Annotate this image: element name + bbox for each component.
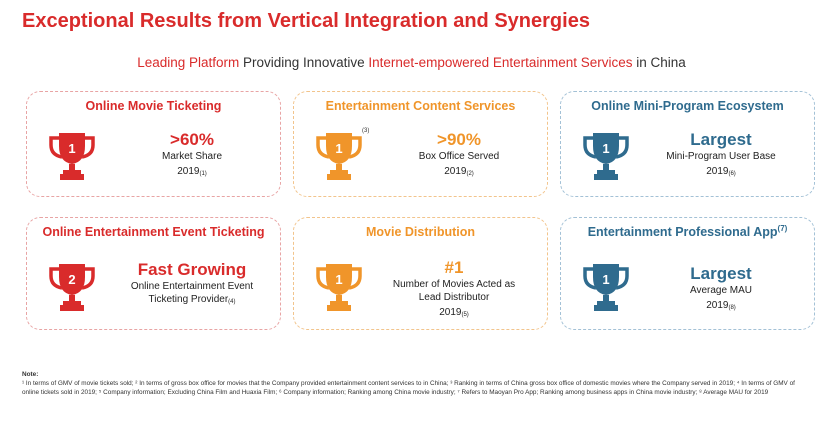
stat-year: 2019(5) — [439, 307, 469, 318]
card-stat: #1 Number of Movies Acted as Lead Distri… — [374, 258, 534, 321]
note-label: Note: — [22, 371, 39, 378]
footnote-block: Note: ¹ In terms of GMV of movie tickets… — [22, 370, 807, 397]
subtitle-part1: Leading Platform — [137, 55, 240, 70]
card-online-movie-ticketing: Online Movie Ticketing 1 >60% Market Sha… — [26, 91, 281, 197]
stat-value: Largest — [690, 130, 752, 149]
note-text: ¹ In terms of GMV of movie tickets sold;… — [22, 380, 795, 396]
card-title: Entertainment Professional App(7) — [587, 223, 788, 239]
card-title: Online Entertainment Event Ticketing — [42, 225, 265, 239]
trophy-icon: 1 — [316, 264, 362, 311]
trophy-icon: 1 — [583, 264, 629, 311]
trophy-icon: 1 — [316, 133, 362, 180]
rank-number: 1 — [68, 141, 75, 156]
card-title: Movie Distribution — [365, 225, 476, 239]
stat-description-line1: Online Entertainment Event — [130, 281, 254, 292]
rank-number: 1 — [335, 272, 342, 287]
stat-description-line1: Number of Movies Acted as — [392, 279, 516, 290]
stat-value: >60% — [170, 130, 214, 149]
stat-description: Box Office Served — [418, 151, 500, 162]
stat-description: Mini-Program User Base — [666, 151, 776, 162]
trophy-icon: 2 — [49, 264, 95, 311]
page-title: Exceptional Results from Vertical Integr… — [22, 10, 590, 32]
stat-description-line2: Ticketing Provider(4) — [148, 294, 236, 305]
stat-year: 2019(1) — [177, 166, 207, 177]
card-stat: Fast Growing Online Entertainment Event … — [112, 260, 272, 308]
trophy-icon: 1 — [583, 133, 629, 180]
stat-year: 2019(8) — [706, 300, 736, 311]
card-stat: >60% Market Share 2019(1) — [127, 130, 257, 180]
rank-number: 1 — [335, 141, 342, 156]
card-entertainment-content-services: Entertainment Content Services 1 (3) >90… — [293, 91, 548, 197]
card-stat: Largest Average MAU 2019(8) — [641, 264, 801, 314]
stat-value: #1 — [444, 258, 464, 277]
stat-value: Fast Growing — [137, 260, 247, 279]
stat-year: 2019(6) — [706, 166, 736, 177]
stat-value: >90% — [437, 130, 481, 149]
card-stat: Largest Mini-Program User Base 2019(6) — [641, 130, 801, 180]
rank-number: 1 — [602, 272, 609, 287]
card-movie-distribution: Movie Distribution 1 #1 Number of Movies… — [293, 217, 548, 330]
card-online-entertainment-event-ticketing: Online Entertainment Event Ticketing 2 F… — [26, 217, 281, 330]
subtitle-part4: in China — [632, 55, 686, 70]
card-stat: >90% Box Office Served 2019(2) — [394, 130, 524, 180]
subtitle: Leading Platform Providing Innovative In… — [0, 55, 823, 70]
subtitle-part2: Providing Innovative — [239, 55, 369, 70]
footnote-mark: (3) — [362, 128, 370, 134]
stat-value: Largest — [690, 264, 752, 283]
stat-description: Average MAU — [689, 285, 753, 296]
card-title: Online Mini-Program Ecosystem — [591, 99, 784, 113]
stat-description: Market Share — [161, 151, 223, 162]
trophy-icon: 1 — [49, 133, 95, 180]
card-title: Online Movie Ticketing — [85, 99, 222, 113]
rank-number: 1 — [602, 141, 609, 156]
card-title: Entertainment Content Services — [325, 99, 516, 113]
card-entertainment-professional-app: Entertainment Professional App(7) 1 Larg… — [560, 217, 815, 330]
card-online-mini-program-ecosystem: Online Mini-Program Ecosystem 1 Largest … — [560, 91, 815, 197]
subtitle-part3: Internet-empowered Entertainment Service… — [368, 55, 633, 70]
stat-year: 2019(2) — [444, 166, 474, 177]
stat-description-line2: Lead Distributor — [418, 292, 490, 303]
rank-number: 2 — [68, 272, 75, 287]
